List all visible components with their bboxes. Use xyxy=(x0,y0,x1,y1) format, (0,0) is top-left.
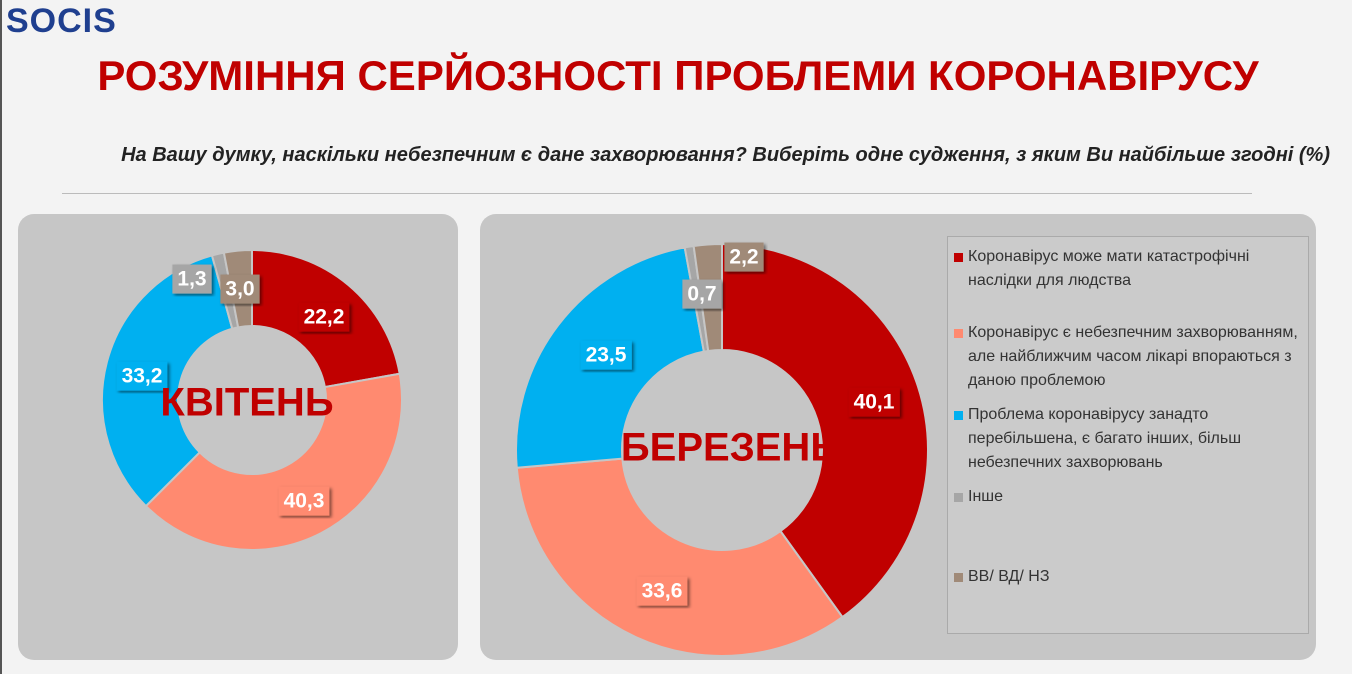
legend-swatch xyxy=(954,573,963,582)
value-label-box xyxy=(220,274,260,304)
value-label: 22,2 xyxy=(304,306,345,329)
legend-label: Інше xyxy=(968,488,1004,505)
value-label: 40,3 xyxy=(284,490,325,513)
logo: SOCIS xyxy=(6,2,117,40)
value-label-box xyxy=(636,576,688,606)
legend-swatch xyxy=(954,411,963,420)
legend-item: Проблема коронавірусу занадто перебільше… xyxy=(954,403,1316,475)
value-label-box xyxy=(172,264,212,294)
value-label-box xyxy=(848,387,900,417)
value-label-box xyxy=(580,340,632,370)
value-label: 33,2 xyxy=(122,365,163,388)
legend-item: ВВ/ ВД/ НЗ xyxy=(954,565,1316,589)
legend-label: Коронавірус є небезпечним захворюванням,… xyxy=(968,324,1298,389)
legend-swatch xyxy=(954,253,963,262)
separator xyxy=(62,193,1252,194)
center-label: КВІТЕНЬ xyxy=(160,381,333,425)
value-label: 1,3 xyxy=(177,268,206,291)
legend-item: Коронавірус є небезпечним захворюванням,… xyxy=(954,321,1316,393)
value-label: 23,5 xyxy=(586,344,627,367)
donut-segment xyxy=(144,372,403,551)
subtitle: На Вашу думку, наскільки небезпечним є д… xyxy=(121,144,1330,166)
value-label-box xyxy=(682,279,722,309)
legend-swatch xyxy=(954,493,963,502)
legend-label: Проблема коронавірусу занадто перебільше… xyxy=(968,406,1242,471)
legend-item: Коронавірус може мати катастрофічні насл… xyxy=(954,245,1316,293)
legend-label: ВВ/ ВД/ НЗ xyxy=(968,568,1050,585)
donut-segment xyxy=(721,242,929,619)
donut-segment xyxy=(515,457,844,657)
value-label: 40,1 xyxy=(854,391,895,414)
center-label: БЕРЕЗЕНЬ xyxy=(621,426,839,470)
value-label-box xyxy=(724,242,764,272)
value-label-box xyxy=(298,302,350,332)
value-label-box xyxy=(278,486,330,516)
legend-label: Коронавірус може мати катастрофічні насл… xyxy=(968,248,1250,289)
value-label-box xyxy=(116,361,168,391)
value-label: 0,7 xyxy=(687,283,716,306)
value-label: 33,6 xyxy=(642,580,683,603)
legend: Коронавірус може мати катастрофічні насл… xyxy=(947,236,1309,634)
value-label: 2,2 xyxy=(729,246,758,269)
title: РОЗУМІННЯ СЕРЙОЗНОСТІ ПРОБЛЕМИ КОРОНАВІР… xyxy=(97,52,1259,99)
value-label: 3,0 xyxy=(225,278,254,301)
legend-item: Інше xyxy=(954,485,1316,509)
legend-swatch xyxy=(954,329,963,338)
